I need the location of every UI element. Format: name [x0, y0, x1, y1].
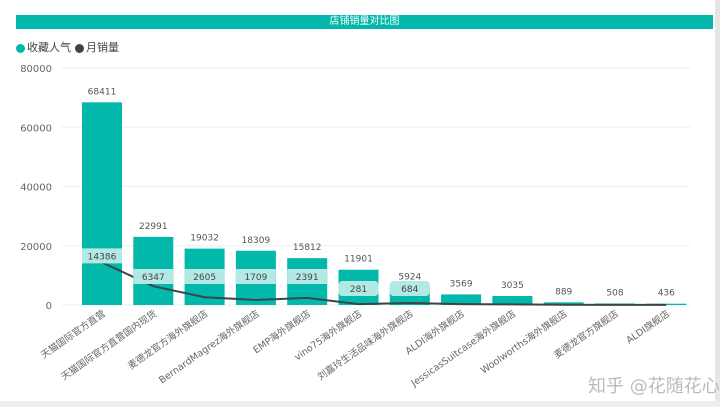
bar-value-label: 11901 [344, 255, 373, 265]
bar[interactable] [492, 296, 533, 305]
bar-value-label: 15812 [293, 243, 322, 253]
legend-dot-icon [75, 43, 84, 53]
x-tick-label: 天猫国际官方直营国内现货 [59, 308, 159, 383]
chart-title: 店铺销量对比图 [16, 15, 713, 29]
bar[interactable] [441, 294, 482, 305]
bar-value-label: 3569 [450, 279, 473, 289]
line-value-label: 14386 [88, 252, 117, 262]
bar[interactable] [543, 302, 584, 305]
x-tick-label: ALDI旗舰店 [624, 308, 672, 347]
bottom-strip [0, 401, 720, 407]
legend-dot-icon [16, 43, 25, 53]
bar-value-label: 889 [555, 287, 572, 297]
scrollbar[interactable] [715, 0, 720, 407]
bar-value-label: 508 [606, 288, 623, 298]
line-value-label: 684 [401, 285, 418, 295]
line-value-label: 281 [350, 285, 367, 295]
watermark: 知乎 @花随花心 [588, 376, 720, 397]
bar-value-label: 436 [658, 289, 675, 299]
line-value-label-bg [287, 269, 328, 284]
y-tick-label: 40000 [20, 183, 52, 194]
line-value-label-bg [133, 269, 174, 284]
line-value-label-bg [82, 248, 122, 264]
line-value-label-bg [184, 269, 225, 284]
x-tick-label: Woolworths海外旗舰店 [478, 308, 569, 377]
legend-item-monthly-sales[interactable]: 月销量 [75, 39, 119, 55]
bar-value-label: 19032 [190, 234, 219, 244]
bar-value-label: 18309 [242, 236, 271, 246]
line-value-label-bg [389, 281, 430, 296]
line-value-label-bg [338, 281, 379, 296]
y-tick-label: 80000 [20, 64, 52, 75]
line-value-label: 6347 [142, 273, 165, 283]
legend-label: 收藏人气 [27, 41, 71, 54]
bar-value-label: 3035 [501, 281, 524, 291]
x-tick-label: 麦德龙官方海外旗舰店 [126, 308, 211, 372]
y-tick-label: 60000 [20, 123, 52, 134]
x-tick-label: 刘嘉玲生活品味海外旗舰店 [315, 308, 415, 383]
bar-value-label: 68411 [88, 87, 117, 97]
bar-value-label: 22991 [139, 222, 168, 232]
y-tick-label: 0 [46, 301, 52, 312]
x-tick-label: BernardMagrez海外旗舰店 [157, 308, 262, 387]
bar-value-label: 5924 [398, 272, 421, 282]
bar[interactable] [82, 102, 122, 305]
y-tick-label: 20000 [20, 242, 52, 253]
line-value-label: 1709 [244, 273, 267, 283]
line-monthly-sales [101, 261, 667, 306]
line-value-label-bg [235, 269, 276, 284]
legend-label: 月销量 [86, 41, 119, 54]
line-value-label: 2391 [296, 273, 319, 283]
line-value-label: 2605 [193, 273, 216, 283]
legend: 收藏人气 月销量 [16, 39, 119, 55]
legend-item-favorites[interactable]: 收藏人气 [16, 39, 71, 55]
